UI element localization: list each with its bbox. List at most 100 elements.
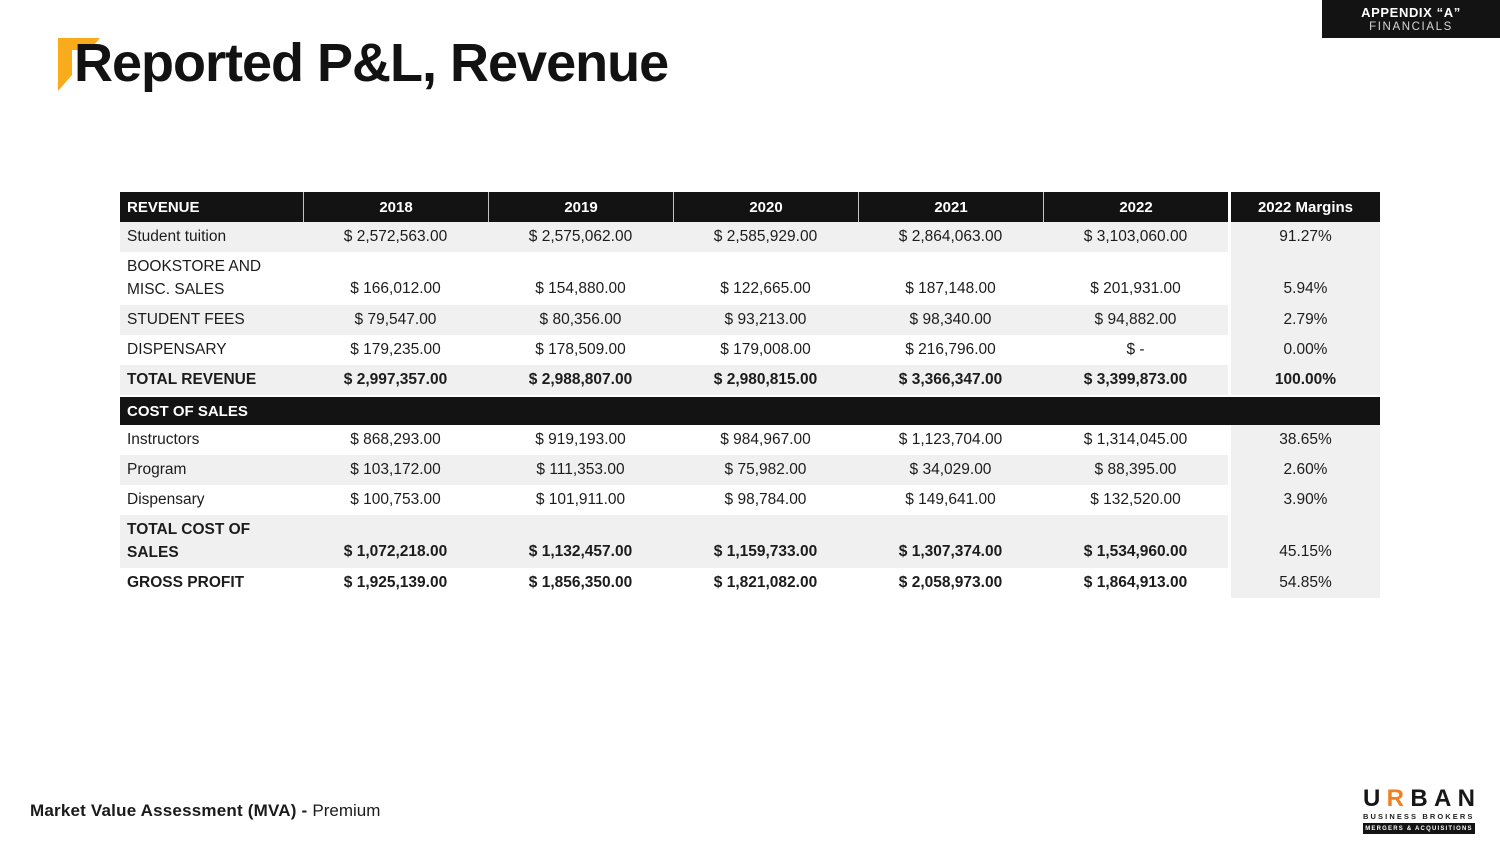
value-2020: $ 98,784.00 (724, 491, 807, 508)
value-2018: $ 79,547.00 (303, 305, 488, 335)
column-header-2019: 2019 (488, 192, 673, 222)
footer-text: Market Value Assessment (MVA) - Premium (30, 801, 380, 821)
value-2020: $ 2,585,929.00 (673, 222, 858, 252)
row-label: TOTAL COST OF SALES (120, 515, 303, 568)
value-2022: $ 3,399,873.00 (1043, 365, 1228, 395)
value-2019: $ 2,575,062.00 (488, 222, 673, 252)
value-margin: 45.15% (1231, 515, 1380, 568)
value-2019: $ 178,509.00 (535, 341, 626, 358)
value-2018: $ 166,012.00 (350, 280, 441, 297)
row-label: BOOKSTORE AND MISC. SALES (127, 258, 262, 298)
value-2019: $ 919,193.00 (535, 431, 626, 448)
value-margin: 5.94% (1231, 252, 1380, 305)
value-2019: $ 80,356.00 (488, 305, 673, 335)
row-label: TOTAL REVENUE (120, 365, 303, 395)
value-2021: $ 2,864,063.00 (858, 222, 1043, 252)
value-2020: $ 1,821,082.00 (713, 574, 818, 591)
table-row-student-fees: STUDENT FEES $ 79,547.00 $ 80,356.00 $ 9… (120, 305, 1380, 335)
column-header-2021: 2021 (858, 192, 1043, 222)
row-label: STUDENT FEES (120, 305, 303, 335)
pnl-table: REVENUE 2018 2019 2020 2021 2022 2022 Ma… (120, 192, 1380, 598)
value-2021: $ 2,058,973.00 (898, 574, 1003, 591)
appendix-subtitle: FINANCIALS (1369, 21, 1453, 33)
value-2022: $ 132,520.00 (1090, 491, 1181, 508)
row-label: Program (120, 455, 303, 485)
value-margin: 2.60% (1231, 455, 1380, 485)
value-2018: $ 103,172.00 (303, 455, 488, 485)
value-2019: $ 101,911.00 (535, 491, 626, 508)
value-2019: $ 154,880.00 (535, 280, 626, 297)
table-row-total-cost-of-sales: TOTAL COST OF SALES $ 1,072,218.00 $ 1,1… (120, 515, 1380, 568)
appendix-tab: APPENDIX “A” FINANCIALS (1322, 0, 1500, 38)
table-row-student-tuition: Student tuition $ 2,572,563.00 $ 2,575,0… (120, 222, 1380, 252)
logo-tagline: MERGERS & ACQUISITIONS (1363, 823, 1475, 834)
value-2018: $ 100,753.00 (350, 491, 441, 508)
value-2019: $ 1,856,350.00 (528, 574, 633, 591)
value-2020: $ 984,967.00 (720, 431, 811, 448)
value-2021: $ 1,307,374.00 (858, 515, 1043, 568)
table-row-total-revenue: TOTAL REVENUE $ 2,997,357.00 $ 2,988,807… (120, 365, 1380, 395)
logo-subtitle: BUSINESS BROKERS (1363, 812, 1475, 821)
page-title: Reported P&L, Revenue (74, 33, 669, 93)
table-row-instructors: Instructors $ 868,293.00 $ 919,193.00 $ … (120, 425, 1380, 455)
row-label: GROSS PROFIT (127, 574, 245, 591)
appendix-title: APPENDIX “A” (1361, 5, 1461, 20)
value-2020: $ 179,008.00 (720, 341, 811, 358)
value-margin: 0.00% (1231, 335, 1380, 365)
value-2018: $ 179,235.00 (350, 341, 441, 358)
value-2018: $ 2,572,563.00 (303, 222, 488, 252)
section-header-cost-of-sales: COST OF SALES (120, 397, 1380, 425)
value-2022: $ 201,931.00 (1090, 280, 1181, 297)
value-2022: $ 1,864,913.00 (1083, 574, 1188, 591)
footer-label-bold: Market Value Assessment (MVA) - (30, 801, 308, 820)
column-header-2022-margins: 2022 Margins (1231, 192, 1380, 222)
row-label: Instructors (127, 431, 200, 448)
value-2021: $ 34,029.00 (858, 455, 1043, 485)
value-2019: $ 111,353.00 (488, 455, 673, 485)
logo-r-icon: R (1386, 785, 1404, 812)
value-margin: 38.65% (1231, 425, 1380, 455)
row-label: Student tuition (120, 222, 303, 252)
column-gap (1228, 192, 1231, 222)
column-header-2020: 2020 (673, 192, 858, 222)
value-margin: 100.00% (1231, 365, 1380, 395)
value-2021: $ 149,641.00 (905, 491, 996, 508)
value-2018: $ 868,293.00 (350, 431, 441, 448)
footer-label-regular: Premium (312, 801, 381, 820)
value-2019: $ 1,132,457.00 (488, 515, 673, 568)
value-2020: $ 122,665.00 (720, 280, 811, 297)
corner-accent-icon (58, 38, 100, 91)
value-2021: $ 216,796.00 (905, 341, 996, 358)
value-2021: $ 1,123,704.00 (898, 431, 1003, 448)
value-2020: $ 2,980,815.00 (673, 365, 858, 395)
title-block: Reported P&L, Revenue (58, 33, 669, 93)
value-2021: $ 98,340.00 (858, 305, 1043, 335)
table-row-program: Program $ 103,172.00 $ 111,353.00 $ 75,9… (120, 455, 1380, 485)
table-row-dispensary-revenue: DISPENSARY $ 179,235.00 $ 178,509.00 $ 1… (120, 335, 1380, 365)
table-row-bookstore-misc-sales: BOOKSTORE AND MISC. SALES $ 166,012.00 $… (120, 252, 1380, 305)
table-row-dispensary-cost: Dispensary $ 100,753.00 $ 101,911.00 $ 9… (120, 485, 1380, 515)
value-2018: $ 2,997,357.00 (303, 365, 488, 395)
value-2021: $ 187,148.00 (905, 280, 996, 297)
row-label: DISPENSARY (127, 341, 227, 358)
value-2022: $ 1,314,045.00 (1083, 431, 1188, 448)
value-2022: $ 1,534,960.00 (1043, 515, 1228, 568)
value-2021: $ 3,366,347.00 (858, 365, 1043, 395)
column-header-2022: 2022 (1043, 192, 1228, 222)
value-margin: 2.79% (1231, 305, 1380, 335)
value-2020: $ 93,213.00 (673, 305, 858, 335)
value-2018: $ 1,072,218.00 (303, 515, 488, 568)
column-header-2018: 2018 (303, 192, 488, 222)
column-header-revenue: REVENUE (120, 192, 303, 222)
row-label: Dispensary (127, 491, 205, 508)
value-2018: $ 1,925,139.00 (343, 574, 448, 591)
value-margin: 3.90% (1231, 485, 1380, 515)
value-2022: $ - (1126, 341, 1145, 358)
value-2022: $ 3,103,060.00 (1043, 222, 1228, 252)
value-2019: $ 2,988,807.00 (488, 365, 673, 395)
value-2020: $ 75,982.00 (673, 455, 858, 485)
value-margin: 91.27% (1231, 222, 1380, 252)
table-row-gross-profit: GROSS PROFIT $ 1,925,139.00 $ 1,856,350.… (120, 568, 1380, 598)
